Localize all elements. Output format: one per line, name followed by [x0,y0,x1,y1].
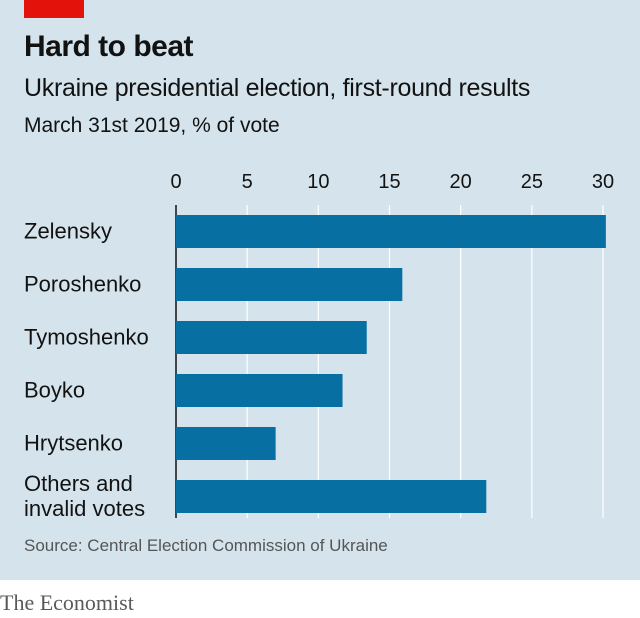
x-tick-label: 30 [592,171,614,193]
category-label: Poroshenko [24,272,141,297]
brand-tag [24,0,84,18]
x-tick-label: 25 [521,171,543,193]
category-label: Others and [24,471,133,496]
bar-zelensky [176,215,606,248]
category-label: Zelensky [24,219,112,244]
bar-hrytsenko [176,427,276,460]
category-label: Hrytsenko [24,431,123,456]
x-tick-label: 10 [307,171,329,193]
x-tick-label: 5 [242,171,253,193]
x-tick-label: 0 [170,171,181,193]
publisher-footer: The Economist [0,590,134,615]
x-tick-label: 15 [378,171,400,193]
chart-subtitle: Ukraine presidential election, first-rou… [24,74,531,102]
category-label: invalid votes [24,496,145,521]
bar-poroshenko [176,268,403,301]
bar-chart: 0 5 10 15 20 25 30 Zelensky Poroshenko Tymoshenko… [24,171,614,521]
source-note: Source: Central Election Commission of U… [24,536,388,555]
bar-others-and-invalid-votes [176,480,487,513]
chart-units: March 31st 2019, % of vote [24,114,280,137]
category-label: Boyko [24,378,85,403]
chart-panel: Hard to beat Ukraine presidential electi… [0,0,640,580]
bar-boyko [176,374,343,407]
category-label: Tymoshenko [24,325,149,350]
bar-tymoshenko [176,321,367,354]
x-tick-label: 20 [450,171,472,193]
chart-title: Hard to beat [24,30,194,63]
